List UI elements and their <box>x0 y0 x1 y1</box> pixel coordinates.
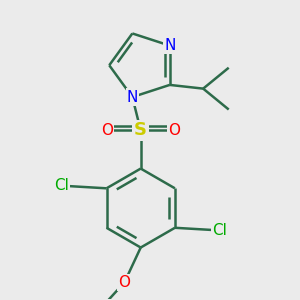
Text: N: N <box>164 38 176 53</box>
Text: O: O <box>168 123 180 138</box>
Text: S: S <box>134 122 147 140</box>
Text: O: O <box>101 123 113 138</box>
Text: Cl: Cl <box>212 223 227 238</box>
Text: O: O <box>118 275 130 290</box>
Text: Cl: Cl <box>54 178 69 194</box>
Text: N: N <box>127 90 138 105</box>
